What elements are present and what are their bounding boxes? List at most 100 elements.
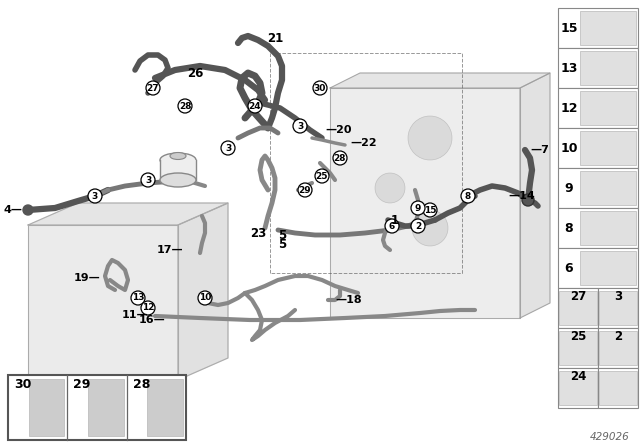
Bar xyxy=(598,328,638,368)
Circle shape xyxy=(146,81,160,95)
Ellipse shape xyxy=(160,153,196,167)
Circle shape xyxy=(411,219,425,233)
Bar xyxy=(160,160,196,180)
Bar xyxy=(598,288,638,328)
Bar xyxy=(599,291,637,325)
Bar xyxy=(580,91,636,125)
Text: 25: 25 xyxy=(570,331,586,344)
Text: 5: 5 xyxy=(278,238,286,251)
Text: 429026: 429026 xyxy=(590,432,630,442)
Bar xyxy=(8,375,186,440)
Bar xyxy=(558,288,598,328)
Bar xyxy=(558,8,638,48)
Bar xyxy=(559,371,597,405)
Circle shape xyxy=(248,99,262,113)
Text: 24: 24 xyxy=(249,102,261,111)
Bar xyxy=(558,248,638,288)
Text: 30: 30 xyxy=(314,83,326,92)
Text: 30: 30 xyxy=(14,378,31,391)
Text: 8: 8 xyxy=(465,191,471,201)
Text: 10: 10 xyxy=(560,142,578,155)
Circle shape xyxy=(375,173,405,203)
Text: 27: 27 xyxy=(147,83,159,92)
Circle shape xyxy=(141,173,155,187)
Text: 2: 2 xyxy=(415,221,421,231)
Text: 15: 15 xyxy=(560,22,578,34)
Circle shape xyxy=(88,189,102,203)
Circle shape xyxy=(385,219,399,233)
Bar xyxy=(558,168,638,208)
Circle shape xyxy=(408,116,452,160)
Circle shape xyxy=(131,291,145,305)
Polygon shape xyxy=(520,73,550,318)
Text: 3: 3 xyxy=(225,143,231,152)
Circle shape xyxy=(141,301,155,315)
Circle shape xyxy=(423,203,437,217)
Text: 12: 12 xyxy=(141,303,154,313)
Bar xyxy=(558,88,638,128)
Text: 2: 2 xyxy=(614,331,622,344)
Bar xyxy=(558,208,638,248)
Text: 25: 25 xyxy=(316,172,328,181)
Bar xyxy=(147,379,183,436)
Bar xyxy=(558,128,638,168)
Text: 29: 29 xyxy=(299,185,311,194)
Circle shape xyxy=(298,183,312,197)
Text: 13: 13 xyxy=(560,61,578,74)
Circle shape xyxy=(333,151,347,165)
Text: 3: 3 xyxy=(297,121,303,130)
Text: 28: 28 xyxy=(333,154,346,163)
Bar xyxy=(598,368,638,408)
Circle shape xyxy=(221,141,235,155)
Bar xyxy=(580,131,636,165)
Ellipse shape xyxy=(170,152,186,159)
Bar xyxy=(558,328,598,368)
Bar xyxy=(88,379,124,436)
Text: 9: 9 xyxy=(415,203,421,212)
Text: 15: 15 xyxy=(424,206,436,215)
Text: 24: 24 xyxy=(570,370,586,383)
Text: 8: 8 xyxy=(564,221,573,234)
Text: 23: 23 xyxy=(250,227,266,240)
Text: 3: 3 xyxy=(614,290,622,303)
Ellipse shape xyxy=(160,173,196,187)
Text: 6: 6 xyxy=(389,221,395,231)
Circle shape xyxy=(411,201,425,215)
Circle shape xyxy=(315,169,329,183)
Text: —18: —18 xyxy=(335,295,362,305)
Text: 29: 29 xyxy=(74,378,91,391)
Text: 9: 9 xyxy=(564,181,573,194)
Polygon shape xyxy=(330,73,550,88)
Circle shape xyxy=(293,119,307,133)
Text: 3: 3 xyxy=(145,176,151,185)
Text: 4—: 4— xyxy=(3,205,22,215)
Polygon shape xyxy=(28,203,228,225)
Bar xyxy=(558,48,638,88)
Text: 17—: 17— xyxy=(156,245,183,255)
Text: —7: —7 xyxy=(530,145,549,155)
Polygon shape xyxy=(330,88,520,318)
Bar xyxy=(559,291,597,325)
Text: 3: 3 xyxy=(92,191,98,201)
Text: 19—: 19— xyxy=(73,273,100,283)
Text: —14: —14 xyxy=(508,191,535,201)
Bar xyxy=(580,11,636,45)
Text: 10: 10 xyxy=(199,293,211,302)
Text: 28: 28 xyxy=(132,378,150,391)
Polygon shape xyxy=(178,203,228,380)
Bar xyxy=(559,331,597,365)
Text: 13: 13 xyxy=(132,293,144,302)
Text: 12: 12 xyxy=(560,102,578,115)
Bar xyxy=(580,251,636,285)
Circle shape xyxy=(522,194,534,206)
Text: 16—: 16— xyxy=(138,315,165,325)
Circle shape xyxy=(23,205,33,215)
Text: 27: 27 xyxy=(570,290,586,303)
Circle shape xyxy=(461,189,475,203)
Bar xyxy=(580,51,636,85)
Text: —22: —22 xyxy=(350,138,376,148)
Text: 26: 26 xyxy=(187,66,203,79)
Text: —20: —20 xyxy=(325,125,351,135)
Text: 11—: 11— xyxy=(122,310,148,320)
Text: 21: 21 xyxy=(267,31,283,44)
